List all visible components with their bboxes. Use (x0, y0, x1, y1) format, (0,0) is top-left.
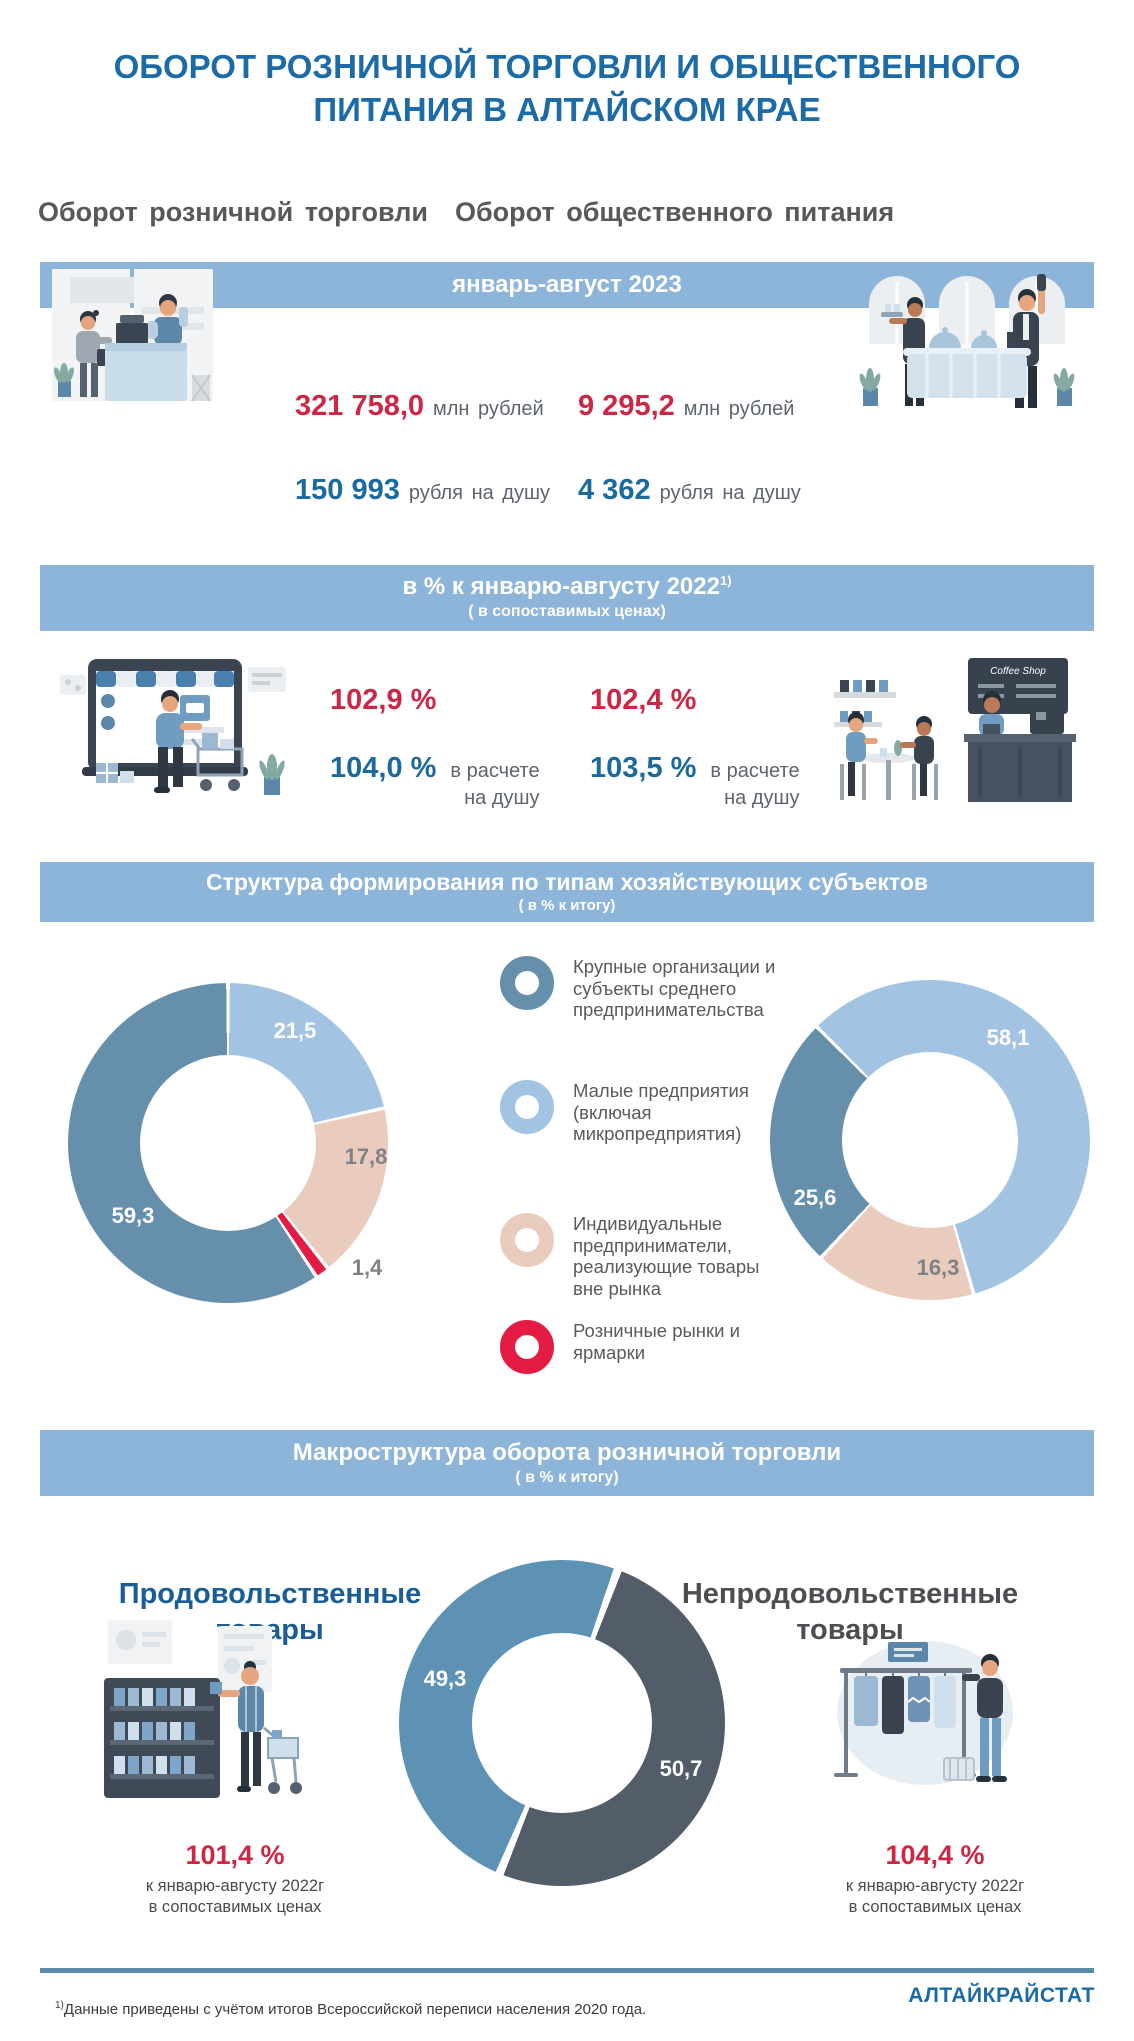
catering-per-capita-note-line2: на душу (724, 787, 800, 809)
banner-macrostructure-text: Макроструктура оборота розничной торговл… (292, 1439, 842, 1466)
food-index-note-line1: к январю-августу 2022г (145, 1877, 325, 1895)
footnote-text: Данные приведены с учётом итогов Всеросс… (63, 2001, 647, 2018)
catering-index-per-capita-row: 103,5 % в расчете на душу (590, 752, 800, 812)
retail-turnover-value: 321 758,0 (295, 390, 425, 422)
online-shopping-illustration (60, 659, 286, 795)
banner-structure-text: Структура формирования по типам хозяйств… (205, 869, 929, 895)
catering-per-capita-unit: рубля на душу (659, 482, 801, 504)
retail-index-per-capita-row: 104,0 % в расчете на душу (330, 752, 540, 812)
coffee-shop-sign-text: Coffee Shop (990, 666, 1046, 677)
food-index-value: 101,4 % (185, 1840, 285, 1870)
food-index-note: к январю-августу 2022г в сопоставимых це… (100, 1876, 370, 1918)
donut-label-food: 49,3 (423, 1666, 467, 1691)
legend-ring-light-blue-icon (500, 1080, 554, 1134)
footnote-ref: 1) (55, 2000, 64, 2011)
macrostructure-donut-chart: 50,7 49,3 (399, 1560, 725, 1886)
catering-turnover-value-row: 9 295,2 млн рублей (578, 390, 794, 423)
legend-item-retail-markets: Розничные рынки и ярмарки (500, 1320, 778, 1374)
retail-per-capita-value: 150 993 (295, 474, 400, 506)
retail-per-capita-note-line1: в расчете (450, 760, 540, 782)
banner-percent-subtitle: ( в сопоставимых ценах) (468, 603, 666, 620)
page-title-line1: ОБОРОТ РОЗНИЧНОЙ ТОРГОВЛИ И ОБЩЕСТВЕННОГ… (113, 48, 1021, 85)
catering-turnover-unit: млн рублей (683, 398, 795, 420)
food-index-note-line2: в сопоставимых ценах (148, 1898, 322, 1916)
banner-structure: Структура формирования по типам хозяйств… (40, 862, 1094, 922)
catering-turnover-value: 9 295,2 (578, 390, 675, 422)
nonfood-index-value: 104,4 % (885, 1840, 985, 1870)
legend-label-large-organizations: Крупные организации и субъекты среднего … (573, 956, 776, 1020)
nonfood-products-title: Непродовольственные товары (681, 1578, 1019, 1647)
clothing-rack-illustration (834, 1641, 1013, 1785)
retail-per-capita-note-line2: на душу (464, 787, 540, 809)
footer-divider (40, 1968, 1094, 1973)
catering-index-total: 102,4 % (590, 684, 697, 716)
catering-per-capita-value: 4 362 (578, 474, 651, 506)
banner-structure-subtitle: ( в % к итогу) (518, 896, 616, 914)
restaurant-waiters-illustration (859, 274, 1075, 408)
footnote: 1)Данные приведены с учётом итогов Всеро… (55, 2000, 646, 2018)
banner-percent-text: в % к январю-августу 20221) (40, 565, 1094, 602)
retail-per-capita-note: в расчете на душу (450, 758, 539, 812)
column-header-catering: Оборот общественного питания (455, 197, 895, 227)
retail-turnover-value-row: 321 758,0 млн рублей (295, 390, 544, 423)
legend-ring-beige-icon (500, 1213, 554, 1267)
legend-item-small-enterprises: Малые предприятия (включая микропредприя… (500, 1080, 778, 1145)
donut-label-individual-entrepreneurs: 16,3 (916, 1255, 960, 1280)
banner-macrostructure-subtitle: ( в % к итогу) (515, 1469, 619, 1486)
donut-label-individual-entrepreneurs: 17,8 (344, 1144, 388, 1169)
donut-label-large-organizations: 59,3 (111, 1203, 155, 1228)
page-title-line2: ПИТАНИЯ В АЛТАЙСКОМ КРАЕ (313, 90, 821, 128)
donut-label-small-enterprises: 58,1 (986, 1025, 1030, 1050)
legend-label-small-enterprises: Малые предприятия (включая микропредприя… (573, 1080, 749, 1144)
column-header-retail: Оборот розничной торговли (38, 197, 428, 227)
donut-label-large-organizations: 25,6 (793, 1185, 837, 1210)
legend-ring-dark-blue-icon (500, 956, 554, 1010)
altaikraistat-logo: АЛТАЙКРАЙСТАТ (908, 1984, 1095, 2007)
retail-index-per-capita: 104,0 % (330, 752, 437, 784)
page-title: ОБОРОТ РОЗНИЧНОЙ ТОРГОВЛИ И ОБЩЕСТВЕННОГ… (40, 46, 1094, 132)
nonfood-index-block: 104,4 % к январю-августу 2022г в сопоста… (800, 1840, 1070, 1918)
retail-structure-donut-chart: 21,5 17,8 1,4 59,3 (68, 983, 388, 1303)
cashier-checkout-illustration (52, 269, 213, 402)
banner-macrostructure: Макроструктура оборота розничной торговл… (40, 1430, 1094, 1496)
catering-per-capita-note-line1: в расчете (710, 760, 800, 782)
banner-percent-to-prev-year: в % к январю-августу 20221) ( в сопостав… (40, 565, 1094, 631)
banner-percent-footnote-ref: 1) (719, 573, 732, 588)
coffee-shop-illustration: Coffee Shop (834, 658, 1076, 802)
banner-period-text: январь-август 2023 (452, 271, 682, 298)
banner-percent-main: в % к январю-августу 2022 (402, 573, 720, 600)
legend-item-individual-entrepreneurs: Индивидуальные предприниматели, реализую… (500, 1213, 778, 1299)
legend-ring-red-icon (500, 1320, 554, 1374)
nonfood-index-note-line2: в сопоставимых ценах (848, 1898, 1022, 1916)
catering-structure-donut-chart: 58,1 16,3 25,6 (770, 980, 1090, 1300)
catering-index-per-capita: 103,5 % (590, 752, 697, 784)
legend-label-individual-entrepreneurs: Индивидуальные предприниматели, реализую… (573, 1213, 760, 1299)
donut-label-small-enterprises: 21,5 (273, 1018, 317, 1043)
donut-label-markets: 1,4 (351, 1255, 383, 1280)
catering-per-capita-note: в расчете на душу (710, 758, 799, 812)
banner-period: январь-август 2023 (40, 262, 1094, 308)
donut-label-nonfood: 50,7 (659, 1756, 703, 1781)
nonfood-index-note-line1: к январю-августу 2022г (845, 1877, 1025, 1895)
retail-index-total: 102,9 % (330, 684, 437, 716)
grocery-store-illustration (104, 1620, 302, 1798)
food-index-block: 101,4 % к январю-августу 2022г в сопоста… (100, 1840, 370, 1918)
catering-per-capita-row: 4 362 рубля на душу (578, 474, 801, 507)
legend-item-large-organizations: Крупные организации и субъекты среднего … (500, 956, 778, 1021)
nonfood-index-note: к январю-августу 2022г в сопоставимых це… (800, 1876, 1070, 1918)
retail-per-capita-unit: рубля на душу (408, 482, 551, 504)
legend-label-retail-markets: Розничные рынки и ярмарки (573, 1320, 740, 1363)
retail-per-capita-row: 150 993 рубля на душу (295, 474, 550, 507)
retail-turnover-unit: млн рублей (433, 398, 544, 420)
